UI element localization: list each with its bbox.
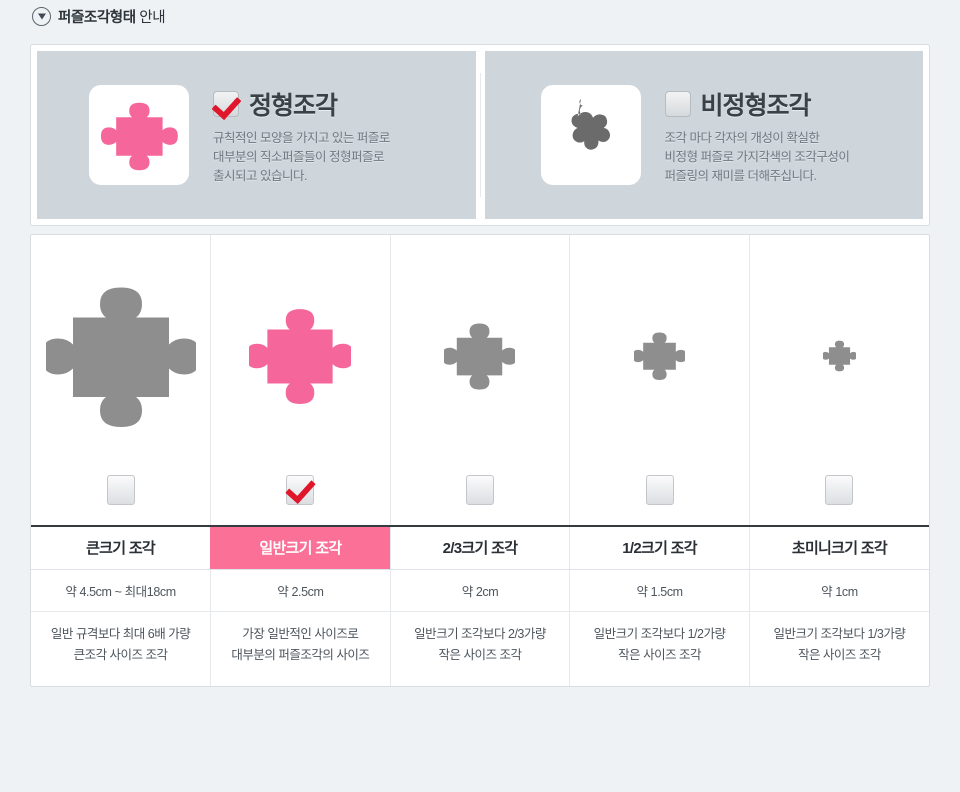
size-note-1: 가장 일반적인 사이즈로 대부분의 퍼즐조각의 사이즈: [210, 611, 391, 686]
piece-preview-1: [211, 235, 390, 475]
checkbox-size-large[interactable]: [106, 475, 135, 505]
puzzle-type-panel: 정형조각 규칙적인 모양을 가지고 있는 퍼즐로 대부분의 직소퍼즐들이 정형퍼…: [30, 44, 930, 226]
page-title-bold: 퍼즐조각형태: [58, 10, 136, 26]
desc-line: 조각 마다 각자의 개성이 확실한: [664, 131, 820, 145]
irregular-puzzle-piece-icon: [571, 99, 610, 150]
checkbox-size-two-thirds[interactable]: [465, 475, 494, 505]
size-measure-4: 약 1cm: [748, 569, 929, 612]
desc-line: 퍼즐링의 재미를 더해주십니다.: [664, 169, 817, 183]
size-comparison-table: 큰크기 조각 일반크기 조각 2/3크기 조각 1/2크기 조각 초미니크기 조…: [30, 234, 930, 687]
checkbox-wrap-4: [750, 475, 929, 525]
regular-puzzle-piece-icon: [45, 287, 196, 427]
type-card-regular[interactable]: 정형조각 규칙적인 모양을 가지고 있는 퍼즐로 대부분의 직소퍼즐들이 정형퍼…: [37, 51, 476, 219]
note-line: 일반크기 조각보다 1/3가량: [773, 626, 906, 641]
note-line: 큰조각 사이즈 조각: [73, 647, 168, 662]
note-line: 작은 사이즈 조각: [618, 647, 702, 662]
desc-line: 출시되고 있습니다.: [213, 169, 307, 183]
piece-cell-2[interactable]: [389, 235, 570, 526]
size-note-0: 일반 규격보다 최대 6배 가량 큰조각 사이즈 조각: [31, 611, 211, 686]
type-regular-check-row[interactable]: 정형조각: [213, 86, 390, 122]
size-note-4: 일반크기 조각보다 1/3가량 작은 사이즈 조각: [748, 611, 929, 686]
size-note-2: 일반크기 조각보다 2/3가량 작은 사이즈 조각: [389, 611, 570, 686]
size-label-4[interactable]: 초미니크기 조각: [748, 525, 929, 570]
size-note-row: 일반 규격보다 최대 6배 가량 큰조각 사이즈 조각 가장 일반적인 사이즈로…: [31, 611, 929, 686]
type-irregular-description: 조각 마다 각자의 개성이 확실한 비정형 퍼즐로 가지각색의 조각구성이 퍼즐…: [665, 129, 850, 186]
checkbox-wrap-1: [211, 475, 390, 525]
note-line: 작은 사이즈 조각: [438, 647, 522, 662]
type-card-regular-body: 정형조각 규칙적인 모양을 가지고 있는 퍼즐로 대부분의 직소퍼즐들이 정형퍼…: [213, 84, 390, 186]
desc-line: 대부분의 직소퍼즐들이 정형퍼즐로: [213, 150, 384, 164]
desc-line: 규칙적인 모양을 가지고 있는 퍼즐로: [213, 131, 390, 145]
size-measure-2: 약 2cm: [389, 569, 570, 612]
type-irregular-check-row[interactable]: 비정형조각: [664, 86, 850, 122]
size-measure-3: 약 1.5cm: [569, 569, 750, 612]
regular-puzzle-piece-icon: [634, 332, 686, 380]
page-title-rest: 안내: [135, 10, 166, 26]
page-title: 퍼즐조각형태 안내: [58, 6, 166, 27]
size-label-1[interactable]: 일반크기 조각: [210, 525, 391, 570]
type-panel-divider: [479, 73, 481, 197]
size-measure-0: 약 4.5cm ~ 최대18cm: [31, 569, 211, 612]
chevron-down-circle-icon[interactable]: [32, 7, 51, 26]
size-measure-1: 약 2.5cm: [210, 569, 391, 612]
checkbox-irregular[interactable]: [664, 91, 691, 117]
piece-cell-1[interactable]: [210, 235, 391, 526]
piece-preview-row: [31, 235, 929, 526]
note-line: 일반크기 조각보다 2/3가량: [414, 626, 546, 641]
type-card-irregular-body: 비정형조각 조각 마다 각자의 개성이 확실한 비정형 퍼즐로 가지각색의 조각…: [664, 84, 850, 186]
size-label-2[interactable]: 2/3크기 조각: [389, 525, 570, 570]
size-label-0[interactable]: 큰크기 조각: [31, 525, 211, 570]
checkbox-wrap-3: [570, 475, 749, 525]
size-label-3[interactable]: 1/2크기 조각: [569, 525, 750, 570]
note-line: 대부분의 퍼즐조각의 사이즈: [231, 647, 370, 662]
note-line: 작은 사이즈 조각: [797, 647, 881, 662]
size-measure-row: 약 4.5cm ~ 최대18cm 약 2.5cm 약 2cm 약 1.5cm 약…: [31, 569, 929, 612]
checkbox-size-ultra-mini[interactable]: [825, 475, 854, 505]
piece-cell-4[interactable]: [748, 235, 929, 526]
regular-puzzle-piece-icon: [444, 323, 516, 390]
desc-line: 비정형 퍼즐로 가지각색의 조각구성이: [664, 150, 850, 164]
piece-cell-0[interactable]: [31, 235, 211, 526]
checkbox-wrap-2: [391, 475, 570, 525]
page-header: 퍼즐조각형태 안내: [0, 0, 960, 33]
size-note-3: 일반크기 조각보다 1/2가량 작은 사이즈 조각: [569, 611, 750, 686]
piece-preview-0: [31, 235, 210, 475]
piece-preview-2: [391, 235, 570, 475]
size-label-row: 큰크기 조각 일반크기 조각 2/3크기 조각 1/2크기 조각 초미니크기 조…: [31, 525, 929, 570]
type-regular-label: 정형조각: [249, 92, 338, 120]
piece-cell-3[interactable]: [569, 235, 750, 526]
piece-preview-4: [750, 235, 929, 475]
note-line: 일반크기 조각보다 1/2가량: [593, 626, 726, 641]
regular-puzzle-piece-icon: [249, 309, 352, 404]
checkbox-size-normal[interactable]: [286, 475, 315, 505]
irregular-piece-thumbnail: [540, 85, 641, 185]
type-regular-description: 규칙적인 모양을 가지고 있는 퍼즐로 대부분의 직소퍼즐들이 정형퍼즐로 출시…: [213, 129, 390, 186]
note-line: 일반 규격보다 최대 6배 가량: [50, 626, 191, 641]
type-irregular-label: 비정형조각: [700, 92, 812, 120]
checkbox-regular[interactable]: [213, 91, 239, 117]
regular-puzzle-piece-icon: [100, 102, 178, 171]
piece-preview-3: [570, 235, 749, 475]
regular-puzzle-piece-icon: [822, 340, 856, 371]
checkbox-wrap-0: [31, 475, 210, 525]
type-card-irregular[interactable]: 비정형조각 조각 마다 각자의 개성이 확실한 비정형 퍼즐로 가지각색의 조각…: [484, 51, 923, 219]
note-line: 가장 일반적인 사이즈로: [242, 626, 359, 641]
checkbox-size-half[interactable]: [645, 475, 674, 505]
regular-piece-thumbnail: [89, 85, 189, 185]
